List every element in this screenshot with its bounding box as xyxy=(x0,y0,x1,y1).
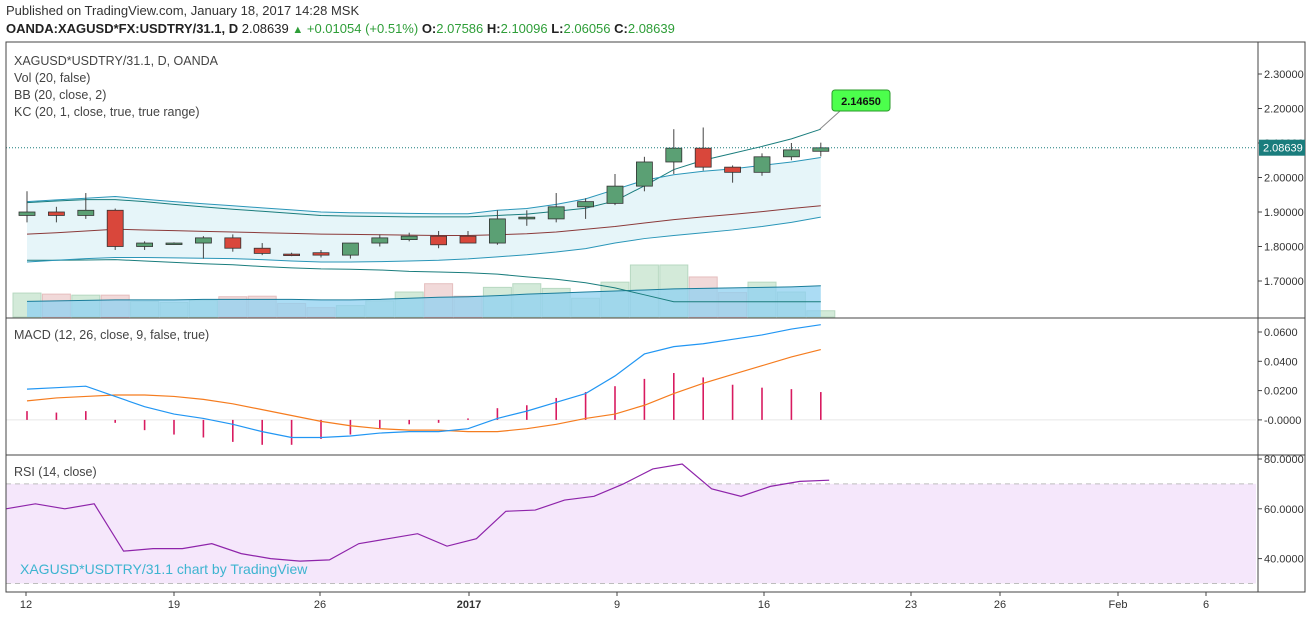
symbol-label: OANDA:XAGUSD*FX:USDTRY/31.1, D xyxy=(6,21,239,36)
kc-lower-line xyxy=(26,216,821,263)
x-tick-label: 9 xyxy=(614,599,620,611)
x-tick-label: 19 xyxy=(168,599,180,611)
candle-body xyxy=(371,237,389,244)
candle-body xyxy=(577,201,594,208)
signal-line xyxy=(26,348,821,433)
candle-body xyxy=(547,206,565,220)
callout-box xyxy=(831,89,891,112)
volume-ma-area xyxy=(27,285,821,317)
x-tick-label: 26 xyxy=(994,599,1006,611)
legend-rsi: RSI (14, close) xyxy=(14,465,97,479)
low-value: 2.06056 xyxy=(563,21,611,36)
candle-body xyxy=(606,185,624,204)
price-y-tick-label: 1.80000 xyxy=(1264,242,1304,254)
bb-lower-line xyxy=(27,259,821,303)
rsi-y-tick-label: 80.0000 xyxy=(1264,454,1304,466)
macd-y-tick-label: 0.0400 xyxy=(1264,356,1298,368)
rsi-y-tick-label: 60.0000 xyxy=(1264,504,1304,516)
candle-body xyxy=(724,166,741,173)
rsi-line xyxy=(5,463,830,562)
candle-body xyxy=(812,147,830,152)
candle-body xyxy=(430,235,448,246)
candle-body xyxy=(665,147,683,163)
high-value: 2.10096 xyxy=(500,21,548,36)
candle-body xyxy=(400,235,418,240)
close-value: 2.08639 xyxy=(627,21,675,36)
candle-body xyxy=(694,147,712,168)
published-caption: Published on TradingView.com, January 18… xyxy=(6,3,360,18)
callout-connector xyxy=(819,110,841,130)
kc-fill xyxy=(27,157,821,263)
x-tick-label: 6 xyxy=(1203,599,1209,611)
rsi-y-tick-label: 40.0000 xyxy=(1264,554,1304,566)
price-y-tick-label: 2.30000 xyxy=(1264,69,1304,81)
candle-body xyxy=(636,161,653,187)
macd-line xyxy=(26,324,821,439)
macd-y-tick-label: 0.0200 xyxy=(1264,386,1298,398)
legend-title: XAGUSD*USDTRY/31.1, D, OANDA xyxy=(14,54,219,68)
price-change: +0.01054 (+0.51%) xyxy=(306,21,419,36)
kc-upper-line xyxy=(26,156,821,215)
macd-y-tick-label: 0.0600 xyxy=(1264,327,1298,339)
candle-body xyxy=(18,211,36,216)
x-tick-label: 26 xyxy=(314,599,326,611)
last-price-label-bg xyxy=(1259,139,1305,156)
legend-macd: MACD (12, 26, close, 9, false, true) xyxy=(14,328,209,342)
chart-frame xyxy=(5,41,1306,593)
candle-body xyxy=(77,209,95,216)
candle-body xyxy=(459,235,477,244)
callout-value: 2.14650 xyxy=(841,96,881,108)
x-tick-label: 16 xyxy=(758,599,770,611)
rsi-band-fill xyxy=(6,483,1256,584)
candle-body xyxy=(283,253,301,256)
legend-vol: Vol (20, false) xyxy=(14,71,90,85)
watermark: XAGUSD*USDTRY/31.1 chart by TradingView xyxy=(20,561,308,577)
candle-body xyxy=(341,242,359,256)
price-y-tick-label: 2.00000 xyxy=(1264,173,1304,185)
candle-body xyxy=(106,209,124,247)
legend-bb: BB (20, close, 2) xyxy=(14,88,106,102)
up-triangle-icon: ▲ xyxy=(292,24,304,36)
candle-body xyxy=(753,156,771,173)
last-price: 2.08639 xyxy=(241,21,289,36)
bb-upper-line xyxy=(26,128,821,218)
candle-body xyxy=(312,252,330,256)
candle-body xyxy=(165,242,183,245)
candle-body xyxy=(194,237,212,244)
price-y-tick-label: 1.90000 xyxy=(1264,207,1304,219)
basis-line xyxy=(26,205,821,236)
legend-kc: KC (20, 1, close, true, true range) xyxy=(14,105,200,119)
candle-body xyxy=(253,247,271,254)
x-tick-label: Feb xyxy=(1109,599,1128,611)
candle-body xyxy=(224,237,242,249)
price-y-tick-label: 2.20000 xyxy=(1264,104,1304,116)
x-tick-label: 2017 xyxy=(457,599,481,611)
macd-y-tick-label: -0.0000 xyxy=(1264,415,1301,427)
last-price-label: 2.08639 xyxy=(1263,143,1303,155)
price-y-tick-label: 1.70000 xyxy=(1264,276,1304,288)
x-tick-label: 12 xyxy=(20,599,32,611)
symbol-ohlc-line: OANDA:XAGUSD*FX:USDTRY/31.1, D 2.08639 ▲… xyxy=(6,21,675,36)
x-tick-label: 23 xyxy=(905,599,917,611)
candle-body xyxy=(783,149,800,158)
candle-body xyxy=(488,218,506,244)
candle-body xyxy=(518,216,536,220)
candle-body xyxy=(48,211,65,216)
candle-body xyxy=(136,242,154,247)
volume-ma-line xyxy=(26,285,821,302)
open-value: 2.07586 xyxy=(436,21,484,36)
